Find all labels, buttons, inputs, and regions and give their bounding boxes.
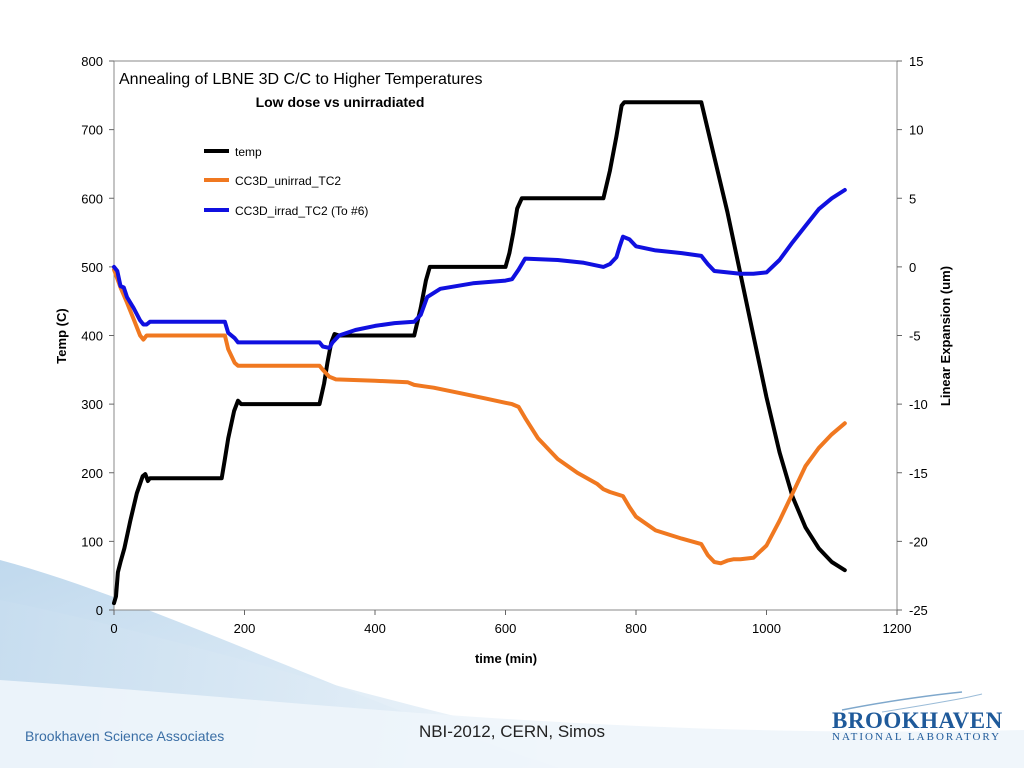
y-tick-label: 500 (81, 260, 103, 275)
x-tick-label: 800 (625, 621, 647, 636)
legend-label-temp: temp (235, 145, 262, 159)
plot-area (113, 60, 898, 611)
y-tick-label: 0 (96, 603, 103, 618)
legend-label-irrad: CC3D_irrad_TC2 (To #6) (235, 204, 368, 218)
y-tick-label: 300 (81, 397, 103, 412)
x-tick-label: 1200 (883, 621, 912, 636)
footer-organization: Brookhaven Science Associates (25, 728, 225, 744)
x-tick-label: 400 (364, 621, 386, 636)
series-line-irrad (112, 188, 847, 350)
x-tick-label: 1000 (752, 621, 781, 636)
y2-tick-label: -15 (909, 466, 928, 481)
y2-tick-label: 10 (909, 123, 923, 138)
y2-tick-label: -25 (909, 603, 928, 618)
chart-title: Annealing of LBNE 3D C/C to Higher Tempe… (119, 71, 482, 88)
footer-citation: NBI-2012, CERN, Simos (418, 722, 606, 741)
legend-label-unirrad: CC3D_unirrad_TC2 (235, 174, 341, 188)
y-tick-label: 800 (81, 54, 103, 69)
y-tick-label: 600 (81, 191, 103, 206)
logo-swoosh-icon (841, 691, 983, 713)
series-line-unirrad (112, 267, 847, 566)
y-tick-label: 700 (81, 123, 103, 138)
y-tick-label: 400 (81, 329, 103, 344)
y2-tick-label: -5 (909, 329, 921, 344)
x-tick-label: 600 (495, 621, 517, 636)
logo-wordmark: BROOKHAVEN (832, 708, 1003, 733)
y2-axis-label: Linear Expansion (um) (938, 266, 953, 406)
legend: temp CC3D_unirrad_TC2 CC3D_irrad_TC2 (To… (204, 145, 368, 218)
x-axis-label: time (min) (475, 651, 537, 666)
series-layer (112, 100, 847, 606)
x-tick-label: 200 (234, 621, 256, 636)
y2-tick-label: -10 (909, 397, 928, 412)
y-tick-label: 100 (81, 534, 103, 549)
y2-tick-label: -20 (909, 534, 928, 549)
series-line-temp (112, 100, 847, 606)
y-axis-label: Temp (C) (54, 308, 69, 363)
y2-tick-label: 5 (909, 191, 916, 206)
brookhaven-logo: BROOKHAVEN NATIONAL LABORATORY (822, 690, 1012, 750)
logo-subtitle: NATIONAL LABORATORY (832, 731, 1002, 743)
y2-tick-label: 15 (909, 54, 923, 69)
y2-tick-label: 0 (909, 260, 916, 275)
chart-axes: 0 200 400 600 800 1000 12000100200300400500600… (81, 54, 928, 636)
y-tick-label: 200 (81, 466, 103, 481)
x-tick-label: 0 (110, 621, 117, 636)
chart-subtitle: Low dose vs unirradiated (256, 94, 425, 110)
